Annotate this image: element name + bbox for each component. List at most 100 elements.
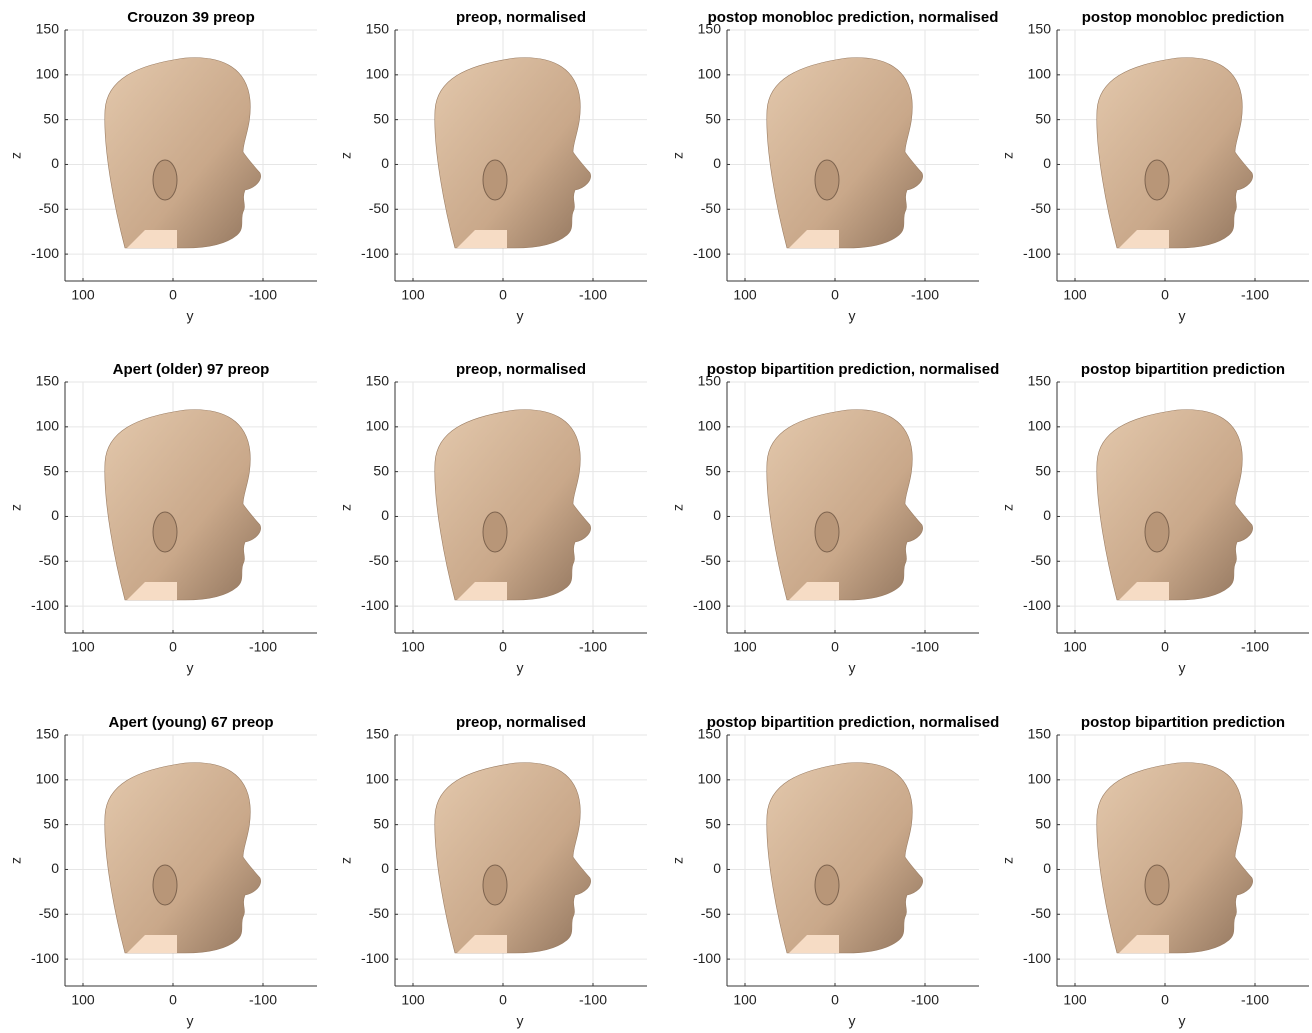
y-tick-label: -50 [369, 200, 389, 216]
y-tick-label: 100 [698, 771, 722, 787]
head-render [766, 762, 924, 954]
y-tick-label: -100 [361, 245, 389, 261]
y-axis-label: z [8, 504, 24, 511]
x-axis-label: y [517, 308, 524, 324]
y-tick-label: 50 [705, 815, 721, 831]
head-render [434, 57, 592, 249]
x-axis-label: y [187, 1013, 194, 1029]
head-render [434, 409, 592, 601]
y-axis-label: z [338, 504, 354, 511]
y-tick-label: 150 [1028, 21, 1052, 37]
y-tick-label: 0 [381, 860, 389, 876]
panel: 100 0 -100 -100 -50 0 50 100 150 preop, normalise… [338, 714, 647, 1029]
y-tick-label: -50 [39, 552, 59, 568]
x-tick-label: 0 [1161, 287, 1169, 303]
x-tick-label: 0 [1161, 639, 1169, 655]
chart-title: postop bipartition prediction, normalise… [707, 361, 1000, 378]
head-render [1096, 409, 1254, 601]
chart-title: Apert (young) 67 preop [108, 714, 273, 731]
x-tick-label: 0 [499, 639, 507, 655]
chart-title: postop bipartition prediction, normalise… [707, 714, 1000, 731]
y-tick-label: 150 [1028, 726, 1052, 742]
y-tick-label: 100 [366, 771, 390, 787]
y-axis-label: z [338, 857, 354, 864]
y-tick-label: -50 [1031, 552, 1051, 568]
y-tick-label: -50 [39, 905, 59, 921]
head-render [1096, 57, 1254, 249]
x-axis-label: y [517, 1013, 524, 1029]
x-tick-label: -100 [249, 287, 277, 303]
panel: 100 0 -100 -100 -50 0 50 100 150 Apert (older) 97… [8, 361, 317, 676]
head-render [1096, 762, 1254, 954]
y-axis-label: z [1000, 857, 1016, 864]
panel: 100 0 -100 -100 -50 0 50 100 150 preop, normalise… [338, 9, 647, 324]
head-render [104, 57, 262, 249]
x-tick-label: 0 [831, 287, 839, 303]
panel: 100 0 -100 -100 -50 0 50 100 150 preop, normalise… [338, 361, 647, 676]
y-tick-label: -100 [1023, 950, 1051, 966]
y-tick-label: -50 [1031, 905, 1051, 921]
x-axis-label: y [1179, 308, 1186, 324]
x-tick-label: 0 [499, 992, 507, 1008]
head-render [766, 409, 924, 601]
y-tick-label: -50 [369, 552, 389, 568]
y-tick-label: 50 [705, 110, 721, 126]
head-render [434, 762, 592, 954]
chart-title: Apert (older) 97 preop [113, 361, 270, 378]
x-tick-label: -100 [911, 639, 939, 655]
x-tick-label: -100 [249, 992, 277, 1008]
y-tick-label: 100 [36, 66, 60, 82]
x-tick-label: -100 [579, 992, 607, 1008]
x-axis-label: y [849, 308, 856, 324]
y-tick-label: 150 [698, 21, 722, 37]
x-tick-label: -100 [579, 287, 607, 303]
y-tick-label: 150 [36, 21, 60, 37]
x-tick-label: 100 [401, 992, 425, 1008]
chart-title: preop, normalised [456, 361, 586, 378]
panel: 100 0 -100 -100 -50 0 50 100 150 Crouzon 39 preop… [8, 9, 317, 324]
y-tick-label: 150 [36, 726, 60, 742]
x-tick-label: 100 [71, 639, 95, 655]
y-axis-label: z [1000, 152, 1016, 159]
x-tick-label: 100 [1063, 287, 1087, 303]
chart-title: Crouzon 39 preop [127, 9, 255, 26]
y-tick-label: 100 [698, 418, 722, 434]
y-tick-label: 100 [366, 418, 390, 434]
y-tick-label: -100 [31, 950, 59, 966]
y-tick-label: 50 [705, 462, 721, 478]
x-tick-label: 0 [169, 639, 177, 655]
y-tick-label: -100 [361, 597, 389, 613]
x-tick-label: 100 [71, 992, 95, 1008]
y-tick-label: 150 [366, 726, 390, 742]
y-axis-label: z [670, 152, 686, 159]
chart-title: preop, normalised [456, 9, 586, 26]
y-tick-label: -100 [31, 597, 59, 613]
y-tick-label: 150 [698, 726, 722, 742]
y-tick-label: -50 [369, 905, 389, 921]
y-tick-label: 0 [381, 155, 389, 171]
chart-title: postop bipartition prediction [1081, 361, 1285, 378]
x-tick-label: 0 [831, 639, 839, 655]
y-tick-label: -50 [701, 905, 721, 921]
chart-title: preop, normalised [456, 714, 586, 731]
head-render [766, 57, 924, 249]
y-tick-label: -100 [693, 245, 721, 261]
x-tick-label: 100 [1063, 992, 1087, 1008]
y-tick-label: 0 [51, 860, 59, 876]
y-tick-label: 50 [43, 815, 59, 831]
y-axis-label: z [8, 857, 24, 864]
x-axis-label: y [187, 308, 194, 324]
y-tick-label: 100 [1028, 771, 1052, 787]
x-axis-label: y [517, 660, 524, 676]
y-tick-label: -100 [1023, 245, 1051, 261]
x-tick-label: 100 [1063, 639, 1087, 655]
y-tick-label: 50 [1035, 462, 1051, 478]
head-render [104, 409, 262, 601]
y-tick-label: 0 [1043, 155, 1051, 171]
